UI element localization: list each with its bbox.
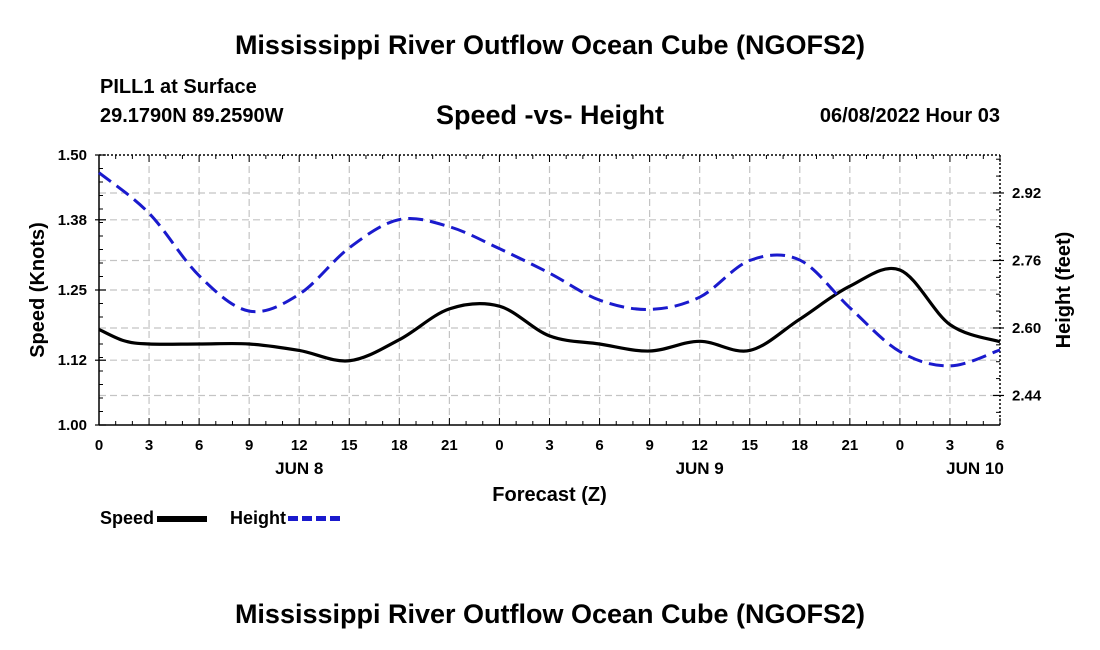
y-tick-label: 1.38 — [58, 212, 87, 229]
x-tick-label: 12 — [291, 437, 308, 454]
x-tick-label: 21 — [441, 437, 458, 454]
series-layer — [98, 171, 1001, 368]
x-tick-label: 15 — [341, 437, 358, 454]
x-tick-label: 0 — [495, 437, 503, 454]
y-right-tick-label: 2.44 — [1012, 387, 1042, 404]
grid-layer — [99, 155, 1000, 425]
forecast-timestamp: 06/08/2022 Hour 03 — [819, 105, 1000, 127]
x-tick-label: 3 — [946, 437, 954, 454]
x-tick-label: 6 — [595, 437, 603, 454]
x-day-label: JUN 10 — [946, 459, 1004, 478]
x-tick-label: 12 — [691, 437, 708, 454]
y-axis-title: Speed (Knots) — [27, 222, 49, 358]
x-tick-label: 21 — [841, 437, 858, 454]
x-tick-label: 3 — [145, 437, 153, 454]
x-tick-label: 0 — [95, 437, 103, 454]
x-day-label: JUN 8 — [275, 459, 323, 478]
x-tick-label: 6 — [996, 437, 1004, 454]
x-tick-label: 18 — [391, 437, 408, 454]
station-coordinates: 29.1790N 89.2590W — [100, 105, 284, 127]
y-tick-label: 1.12 — [58, 352, 87, 369]
series-line-speed — [98, 266, 1001, 363]
legend-speed-swatch — [157, 515, 208, 522]
y-tick-label: 1.50 — [58, 147, 87, 164]
y-tick-label: 1.25 — [58, 282, 87, 299]
x-tick-label: 9 — [645, 437, 653, 454]
axes-layer — [95, 154, 1004, 426]
footer-title: Mississippi River Outflow Ocean Cube (NG… — [234, 599, 866, 629]
x-tick-label: 15 — [741, 437, 758, 454]
x-tick-label: 6 — [195, 437, 203, 454]
y-right-axis-title: Height (feet) — [1053, 232, 1075, 349]
legend-speed-label: Speed — [100, 508, 155, 528]
x-tick-label: 3 — [545, 437, 553, 454]
x-tick-label: 9 — [245, 437, 253, 454]
label-layer: 0 3 6 9 12 15 18 21 0 3 6 9 12 15 18 21 0 3 6 1.00 1.12 1.25 1… — [27, 147, 1075, 506]
chart-main-title: Mississippi River Outflow Ocean Cube (NG… — [234, 30, 866, 60]
y-right-tick-label: 2.92 — [1012, 185, 1041, 202]
y-right-tick-label: 2.76 — [1012, 252, 1041, 269]
x-tick-label: 0 — [896, 437, 904, 454]
legend-height-label: Height — [230, 508, 286, 528]
station-label: PILL1 at Surface — [100, 76, 257, 98]
legend-height: Height — [230, 508, 340, 529]
legend-height-swatch — [288, 516, 340, 521]
x-day-label: JUN 9 — [676, 459, 724, 478]
series-line-height — [98, 171, 1001, 368]
x-axis-title: Forecast (Z) — [492, 484, 606, 506]
chart-subtitle: Speed -vs- Height — [435, 100, 665, 130]
y-tick-label: 1.00 — [58, 417, 87, 434]
legend-speed: Speed — [100, 508, 208, 529]
x-tick-label: 18 — [791, 437, 808, 454]
y-right-tick-label: 2.60 — [1012, 320, 1041, 337]
